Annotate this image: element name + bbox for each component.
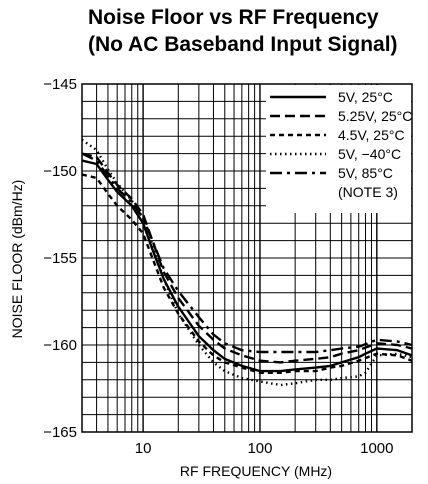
- y-tick-label: −150: [43, 163, 77, 180]
- chart-title-line1: Noise Floor vs RF Frequency: [88, 6, 379, 29]
- x-tick-label: 1000: [360, 440, 393, 457]
- legend-note: (NOTE 3): [338, 184, 398, 200]
- y-tick-label: −165: [43, 424, 77, 441]
- legend-label: 5V, 85°C: [338, 165, 393, 181]
- y-axis-label: NOISE FLOOR (dBm/Hz): [9, 180, 25, 339]
- series-line: [81, 138, 413, 387]
- legend-label: 5V, 25°C: [338, 89, 393, 105]
- legend-label: 5.25V, 25°C: [338, 108, 412, 124]
- legend-background: [266, 85, 411, 213]
- chart-title-line2: (No AC Baseband Input Signal): [88, 33, 398, 56]
- y-tick-label: −155: [43, 250, 77, 267]
- legend: 5V, 25°C 5.25V, 25°C 4.5V, 25°C 5V, −40°C 5V…: [270, 89, 412, 200]
- series-line: [81, 173, 413, 374]
- x-axis-label: RF FREQUENCY (MHz): [180, 463, 332, 479]
- series-line: [81, 159, 413, 373]
- y-tick-label: −160: [43, 337, 77, 354]
- plot-frame: [81, 83, 413, 433]
- legend-label: 4.5V, 25°C: [338, 127, 405, 143]
- y-tick-label: −145: [43, 76, 77, 93]
- series-line: [81, 152, 413, 364]
- y-tick-labels: −145 −150 −155 −160 −165: [43, 76, 77, 441]
- legend-label: 5V, −40°C: [338, 146, 401, 162]
- x-tick-label: 10: [135, 440, 152, 457]
- series-lines: [81, 138, 413, 387]
- x-tick-labels: 10 100 1000: [135, 440, 394, 457]
- x-tick-label: 100: [247, 440, 272, 457]
